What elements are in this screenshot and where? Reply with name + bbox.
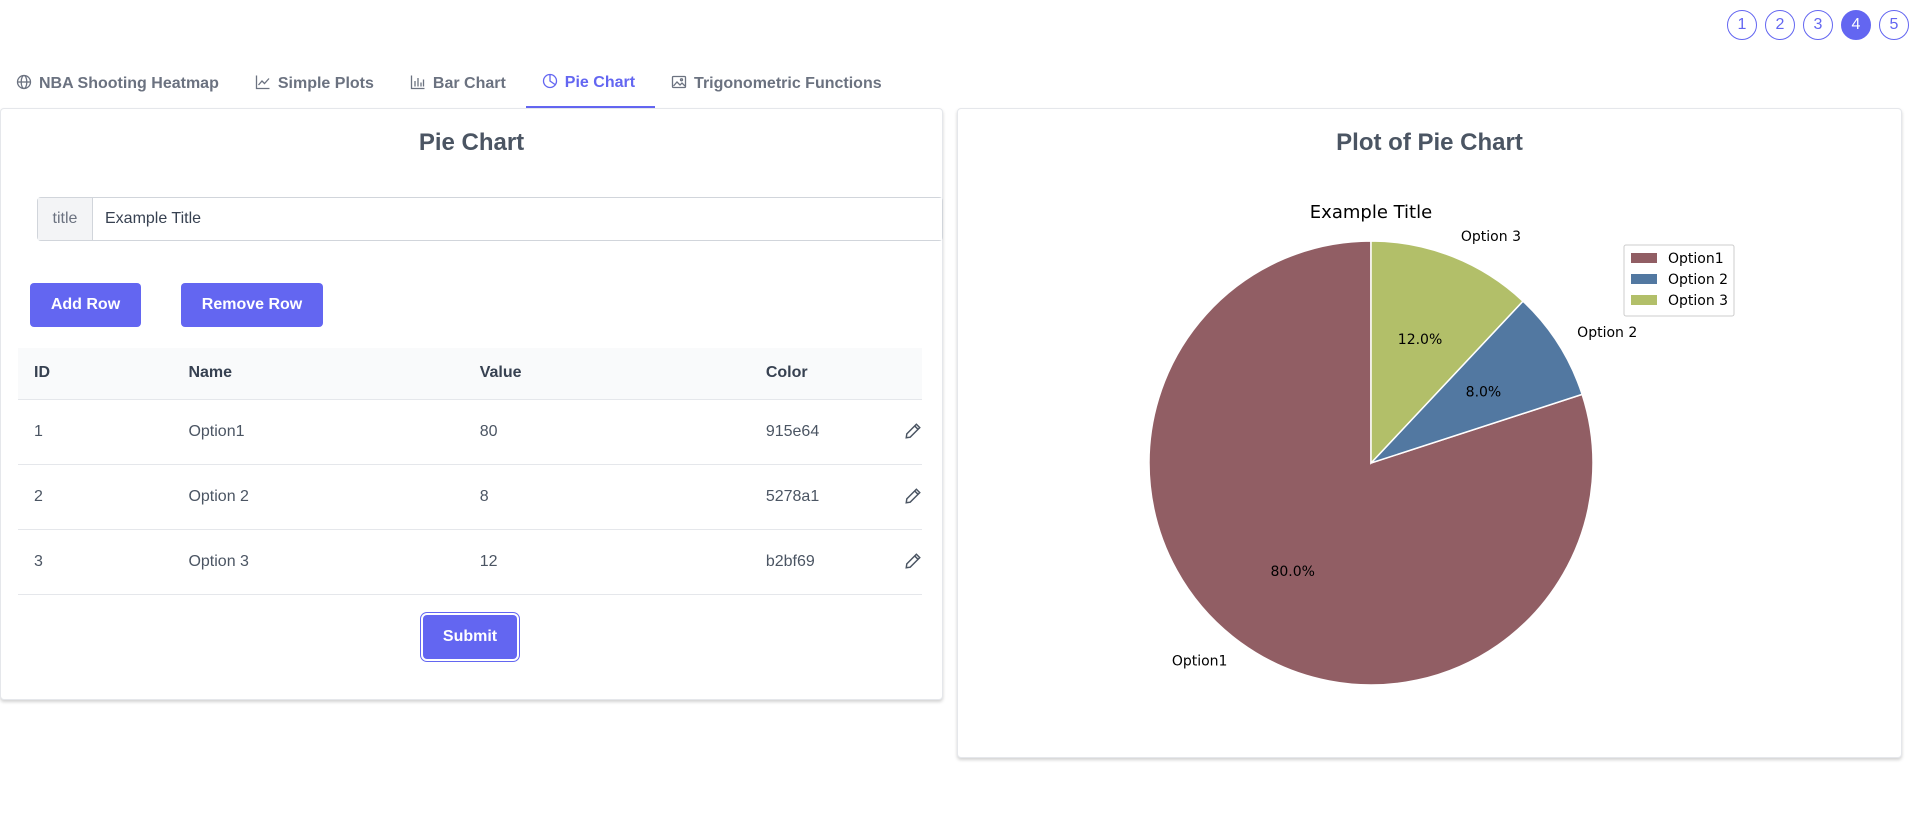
- cell-color: 915e64: [765, 422, 820, 440]
- form-title: Pie Chart: [418, 129, 525, 156]
- image-icon: [671, 74, 687, 95]
- column-header-value: Value: [479, 364, 522, 382]
- column-header-color: Color: [765, 364, 808, 382]
- percent-label: 8.0%: [1466, 385, 1502, 401]
- tab-bar: NBA Shooting Heatmap Simple Plots Bar Ch…: [0, 60, 902, 108]
- title-input[interactable]: [93, 198, 942, 240]
- tab-label: NBA Shooting Heatmap: [39, 75, 219, 92]
- data-table: ID Name Value Color 1 Option1 80 915e64 …: [18, 348, 922, 595]
- submit-button[interactable]: Submit: [423, 615, 517, 659]
- page-button-2[interactable]: 2: [1765, 10, 1795, 40]
- percent-label: 80.0%: [1270, 564, 1314, 580]
- cell-id: 3: [34, 552, 43, 570]
- page-button-5[interactable]: 5: [1879, 10, 1909, 40]
- page-button-1[interactable]: 1: [1727, 10, 1757, 40]
- add-row-button[interactable]: Add Row: [30, 283, 141, 327]
- pencil-icon: [904, 553, 922, 570]
- column-header-actions: [888, 348, 922, 399]
- page-button-3[interactable]: 3: [1803, 10, 1833, 40]
- pie-chart-form-panel: Pie Chart title Add Row Remove Row ID Na…: [0, 108, 943, 700]
- cell-color: 5278a1: [765, 487, 820, 505]
- pie-chart-figure: Example Title 80.0% Option1 8.0% Option 2 12…: [958, 169, 1903, 729]
- percent-label: 12.0%: [1398, 332, 1442, 348]
- tab-label: Simple Plots: [277, 75, 374, 92]
- table-row: 1 Option1 80 915e64: [18, 399, 922, 464]
- pencil-icon: [904, 423, 922, 440]
- plot-panel: Plot of Pie Chart Example Title 80.0% Opt…: [957, 108, 1902, 758]
- edit-row-button[interactable]: [888, 464, 922, 529]
- cell-value: 80: [479, 422, 498, 440]
- tab-trigonometric-functions[interactable]: Trigonometric Functions: [655, 60, 902, 108]
- edit-row-button[interactable]: [888, 399, 922, 464]
- title-input-group: title: [37, 197, 943, 241]
- pencil-icon: [904, 488, 922, 505]
- cell-value: 8: [479, 487, 489, 505]
- legend-entry: Option 2: [1668, 272, 1728, 288]
- pie-slice-3: [1370, 240, 1525, 465]
- tab-label: Trigonometric Functions: [694, 75, 882, 92]
- tab-label: Pie Chart: [564, 74, 636, 91]
- tab-simple-plots[interactable]: Simple Plots: [239, 60, 394, 108]
- globe-icon: [16, 74, 32, 95]
- tab-pie-chart[interactable]: Pie Chart: [525, 60, 656, 108]
- cell-name: Option 2: [188, 487, 249, 505]
- pie-chart-icon: [542, 73, 558, 94]
- pagination: 1 2 3 4 5: [1727, 10, 1909, 40]
- column-header-id: ID: [34, 364, 50, 382]
- pie-slice-2: [1370, 300, 1584, 464]
- remove-row-button[interactable]: Remove Row: [181, 283, 323, 327]
- table-header-row: ID Name Value Color: [18, 348, 922, 399]
- legend-swatch: [1631, 253, 1657, 263]
- title-field-label: title: [38, 198, 93, 240]
- tab-bar-chart[interactable]: Bar Chart: [394, 60, 526, 108]
- cell-color: b2bf69: [765, 552, 815, 570]
- cell-value: 12: [479, 552, 498, 570]
- cell-name: Option1: [188, 422, 245, 440]
- page-button-4[interactable]: 4: [1841, 10, 1871, 40]
- plot-title: Plot of Pie Chart: [1336, 129, 1523, 156]
- table-row: 3 Option 3 12 b2bf69: [18, 529, 922, 594]
- legend-swatch: [1631, 274, 1657, 284]
- legend-entry: Option 3: [1668, 293, 1728, 309]
- cell-name: Option 3: [188, 552, 249, 570]
- slice-label: Option 2: [1577, 325, 1637, 341]
- column-header-name: Name: [188, 364, 233, 382]
- cell-id: 2: [34, 487, 43, 505]
- slice-label: Option 3: [1461, 229, 1521, 245]
- line-chart-icon: [255, 74, 271, 95]
- cell-id: 1: [34, 422, 43, 440]
- legend-entry: Option1: [1668, 251, 1724, 267]
- pie-chart: Example Title 80.0% Option1 8.0% Option 2 12…: [1148, 202, 1735, 686]
- edit-row-button[interactable]: [888, 529, 922, 594]
- legend-swatch: [1631, 295, 1657, 305]
- table-row: 2 Option 2 8 5278a1: [18, 464, 922, 529]
- tab-label: Bar Chart: [432, 75, 506, 92]
- bar-chart-icon: [410, 74, 426, 95]
- chart-title: Example Title: [1310, 202, 1432, 223]
- tab-nba-shooting-heatmap[interactable]: NBA Shooting Heatmap: [0, 60, 239, 108]
- slice-label: Option1: [1172, 654, 1228, 670]
